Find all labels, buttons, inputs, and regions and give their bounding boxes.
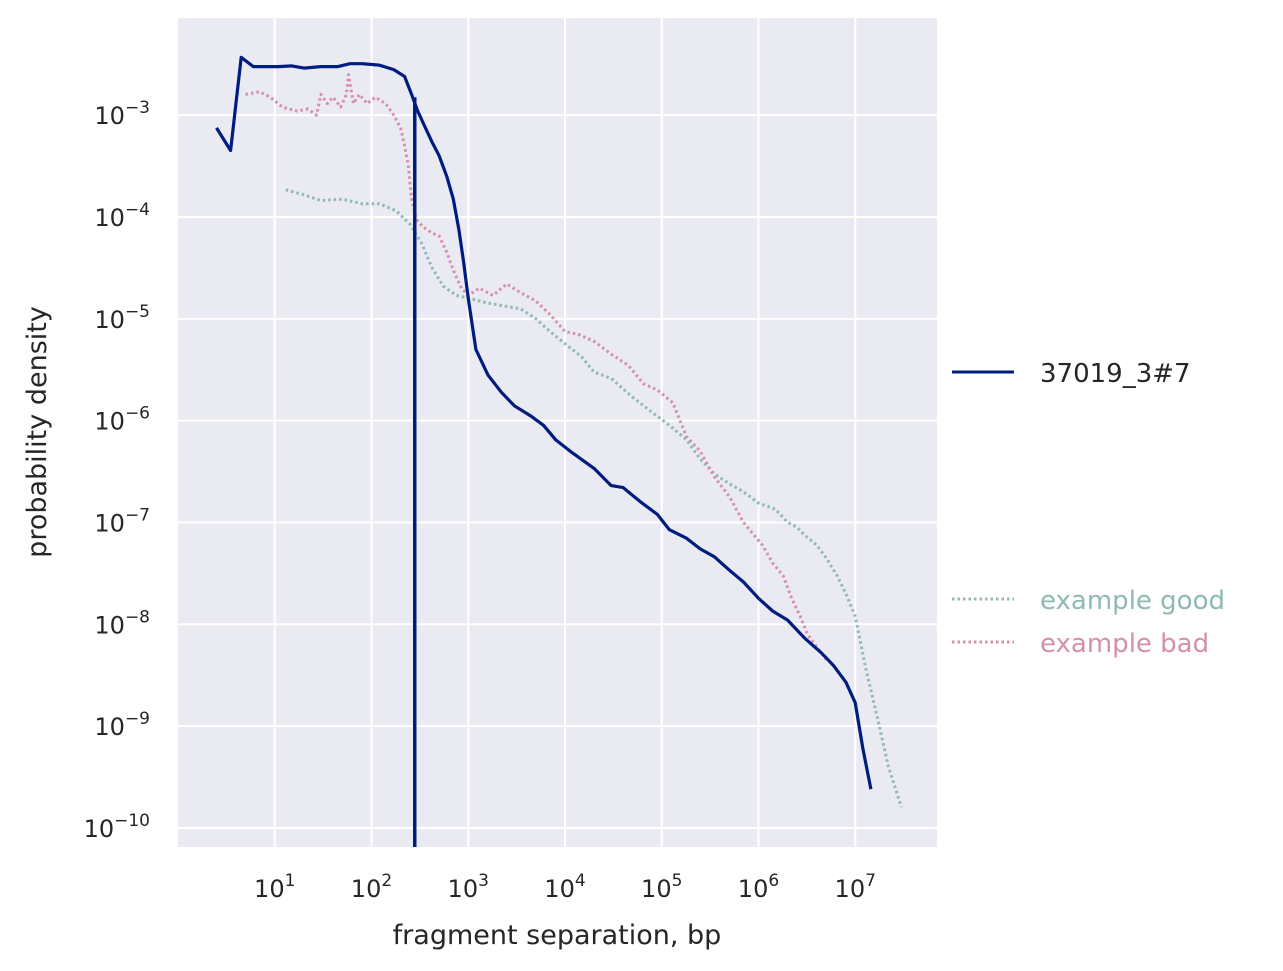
series-line-37019-3-7 [215, 55, 873, 790]
x-tick-label-7: 107 [835, 871, 876, 903]
y-axis-label: probability density [22, 306, 53, 558]
x-tick-labels: 101 102 103 104 105 106 107 [254, 871, 876, 903]
y-tick-labels: 10−3 10−4 10−5 10−6 10−7 10−8 10−9 10−10 [84, 98, 150, 843]
series-line-example-bad [245, 73, 828, 661]
x-tick-label-3: 103 [448, 871, 489, 903]
x-axis-label: fragment separation, bp [393, 920, 722, 951]
x-tick-label-5: 105 [641, 871, 682, 903]
y-tick-label-6: 10−8 [94, 607, 150, 639]
y-tick-label-2: 10−4 [94, 200, 150, 232]
legend-main: 37019_3#7 [952, 359, 1191, 389]
y-tick-label-1: 10−3 [94, 98, 150, 130]
series-layer [215, 55, 903, 808]
x-tick-label-6: 106 [738, 871, 779, 903]
x-tick-label-2: 102 [351, 871, 392, 903]
y-gridlines [178, 114, 937, 829]
y-tick-label-5: 10−7 [94, 505, 150, 537]
y-tick-label-8: 10−10 [84, 811, 150, 843]
x-tick-label-1: 101 [254, 871, 295, 903]
y-tick-label-7: 10−9 [94, 709, 150, 741]
plot-area-background [178, 18, 937, 847]
y-tick-label-3: 10−5 [94, 302, 150, 334]
legend-reference: example good example bad [952, 586, 1225, 659]
legend-label-series-1: 37019_3#7 [1040, 359, 1191, 389]
y-tick-label-4: 10−6 [94, 404, 150, 436]
x-gridlines [273, 18, 857, 847]
legend-label-example-bad: example bad [1040, 629, 1209, 659]
legend-label-example-good: example good [1040, 586, 1225, 616]
x-tick-label-4: 104 [544, 871, 585, 903]
